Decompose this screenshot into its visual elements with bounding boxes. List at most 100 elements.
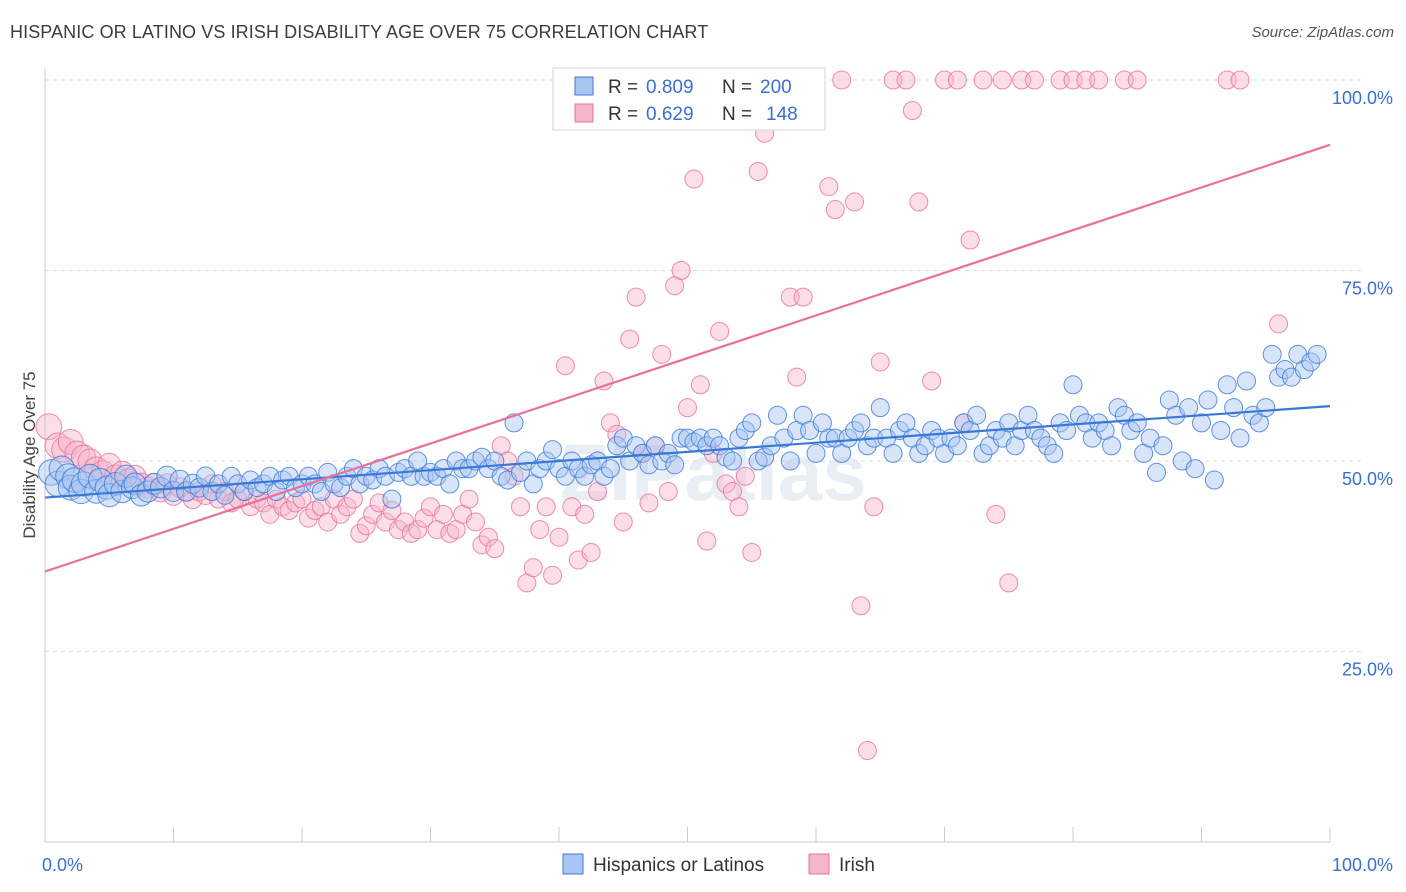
irish-point [1269, 314, 1289, 334]
hispanic-point [671, 428, 691, 448]
hispanic-point [376, 466, 396, 486]
irish-points [35, 70, 1289, 761]
irish-point [485, 539, 505, 559]
irish-point [266, 489, 286, 509]
irish-point [459, 489, 479, 509]
irish-point [1230, 70, 1250, 90]
irish-point [408, 520, 428, 540]
irish-point [356, 516, 376, 536]
hispanic-point [1262, 344, 1282, 364]
irish-point [465, 512, 485, 532]
irish-point [1024, 70, 1044, 90]
irish-point [1127, 70, 1147, 90]
hispanic-point [1211, 421, 1231, 441]
source-note: Source: ZipAtlas.com [1251, 24, 1394, 41]
irish-point [992, 70, 1012, 90]
hispanic-point [722, 451, 742, 471]
series-swatch-irish [808, 853, 830, 875]
irish-point [382, 501, 402, 521]
hispanic-point [1294, 360, 1314, 380]
irish-point [57, 429, 84, 455]
hispanic-point [1063, 375, 1083, 395]
hispanic-point [530, 459, 550, 479]
irish-point [742, 542, 762, 562]
irish-point [697, 531, 717, 551]
legend-r-label: R = [608, 77, 638, 98]
hispanic-point [331, 478, 351, 498]
irish-point [331, 504, 351, 524]
hispanic-point [1127, 413, 1147, 433]
irish-point [748, 161, 768, 181]
irish-point [851, 596, 871, 616]
hispanic-point [947, 436, 967, 456]
legend-n-value: 200 [760, 77, 792, 98]
irish-point [678, 398, 697, 418]
irish-point [279, 501, 299, 521]
legend-r-label: R = [608, 104, 638, 125]
irish-point [832, 70, 852, 90]
irish-point [549, 527, 569, 547]
irish-point [902, 100, 922, 120]
legend-swatch-blue [574, 76, 594, 96]
irish-point [960, 230, 980, 250]
legend-n-label: N = [722, 104, 752, 125]
hispanic-point [755, 447, 775, 467]
hispanic-trend-line [44, 405, 1331, 499]
hispanic-point [780, 451, 800, 471]
hispanic-point [1307, 344, 1327, 364]
irish-point [671, 261, 691, 280]
hispanic-point [169, 469, 191, 491]
irish-point [414, 508, 434, 528]
series-swatch-hispanic [562, 853, 584, 875]
irish-point [658, 481, 678, 501]
hispanic-point [440, 474, 460, 494]
hispanic-point [241, 470, 261, 490]
hispanic-point [607, 436, 627, 456]
hispanic-point [298, 466, 318, 486]
y-tick-label: 75.0% [1342, 279, 1393, 299]
irish-point [292, 489, 312, 509]
irish-point [626, 287, 646, 307]
irish-point [735, 466, 755, 486]
hispanic-point [909, 443, 929, 463]
irish-point [986, 504, 1006, 524]
legend-swatch-pink [574, 103, 594, 123]
hispanic-point [1044, 443, 1064, 463]
hispanic-point [857, 436, 877, 456]
hispanic-point [1236, 371, 1256, 391]
hispanic-point [652, 451, 672, 471]
hispanic-point [838, 428, 858, 448]
irish-trend-line [44, 143, 1331, 573]
hispanic-point [1192, 413, 1211, 433]
irish-point [864, 497, 884, 517]
correlation-legend: R = 0.809 N = 200 R = 0.629 N = 148 [552, 67, 826, 131]
irish-point [652, 344, 672, 364]
irish-point [845, 192, 865, 212]
hispanic-point [1102, 436, 1122, 456]
y-tick-label: 50.0% [1342, 469, 1393, 489]
hispanic-point [1275, 360, 1295, 380]
irish-point [690, 375, 710, 395]
irish-point [613, 512, 633, 532]
legend-r-value: 0.809 [646, 77, 694, 98]
x-tick-labels: 0.0% 100.0% [42, 855, 1393, 875]
hispanic-point [114, 464, 138, 488]
hispanic-point [1230, 428, 1250, 448]
legend-r-value: 0.629 [646, 104, 694, 125]
irish-point [298, 508, 318, 528]
hispanic-point [182, 473, 203, 494]
hispanic-point [767, 405, 787, 425]
hispanic-point [870, 398, 890, 418]
irish-point [729, 497, 749, 517]
irish-point [433, 504, 453, 524]
legend-n-label: N = [722, 77, 752, 98]
series-label-irish: Irish [839, 855, 875, 876]
axes [44, 68, 1331, 843]
hispanic-point [967, 405, 987, 425]
hispanic-point [575, 466, 595, 486]
hispanic-point [1121, 421, 1141, 441]
y-tick-label: 100.0% [1332, 88, 1393, 108]
hispanic-point [1256, 398, 1276, 418]
hispanic-point [504, 413, 524, 433]
y-axis-title: Disability Age Over 75 [20, 371, 39, 538]
